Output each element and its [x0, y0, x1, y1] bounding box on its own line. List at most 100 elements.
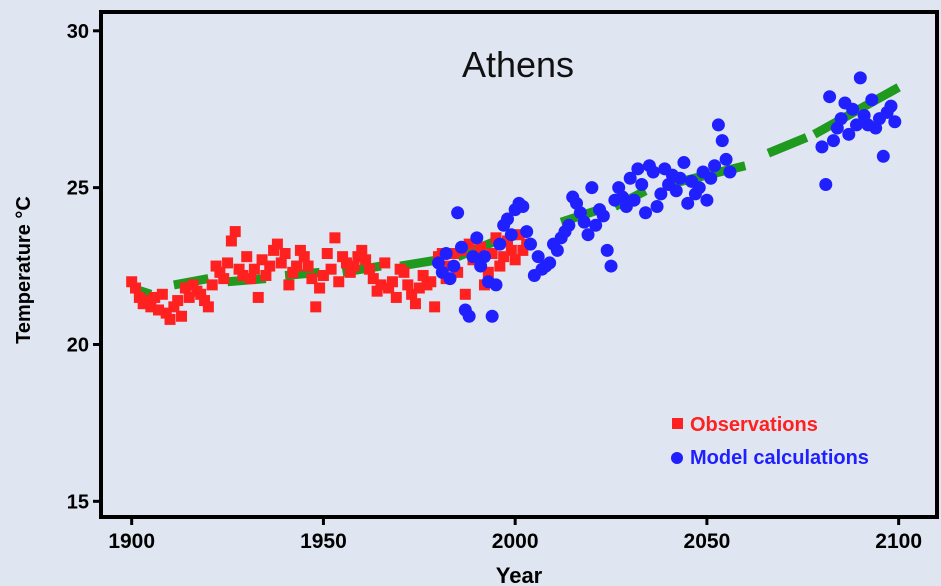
- legend-marker-model: [671, 452, 683, 464]
- observation-point: [279, 248, 291, 260]
- observation-point: [475, 241, 487, 253]
- observation-point: [260, 269, 272, 281]
- model-point: [673, 171, 687, 185]
- model-point: [581, 228, 595, 242]
- observation-point: [141, 295, 153, 307]
- observation-point: [344, 266, 356, 278]
- model-point: [493, 237, 507, 251]
- observation-point: [340, 257, 352, 269]
- observation-point: [172, 295, 184, 307]
- model-series: [431, 71, 902, 323]
- observation-point: [210, 260, 222, 272]
- model-point: [635, 178, 649, 192]
- observation-point: [486, 248, 498, 260]
- observation-point: [130, 282, 142, 294]
- x-axis-label: Year: [496, 563, 543, 586]
- trend-segment: [766, 133, 809, 158]
- observation-point: [398, 266, 410, 278]
- observation-point: [275, 257, 287, 269]
- observation-point: [413, 282, 425, 294]
- model-point: [462, 309, 476, 323]
- observation-point: [214, 266, 226, 278]
- model-point: [826, 134, 840, 148]
- model-point: [600, 243, 614, 257]
- x-tick-label: 1950: [300, 530, 347, 553]
- x-tick-label: 2100: [875, 530, 922, 553]
- observation-point: [268, 244, 280, 256]
- observation-point: [509, 254, 521, 266]
- model-point: [646, 165, 660, 179]
- observation-point: [375, 279, 387, 291]
- observation-point: [379, 257, 391, 269]
- y-axis: 15 20 25 30: [67, 21, 101, 513]
- model-point: [842, 127, 856, 141]
- observation-point: [325, 263, 337, 275]
- model-point: [543, 256, 557, 270]
- observation-point: [283, 279, 295, 291]
- model-point: [884, 99, 898, 113]
- legend-label-model: Model calculations: [690, 447, 869, 469]
- model-point: [443, 272, 457, 286]
- observation-point: [245, 273, 257, 285]
- observation-point: [517, 244, 529, 256]
- observation-point: [218, 273, 230, 285]
- model-point: [466, 250, 480, 264]
- model-point: [577, 215, 591, 229]
- observation-point: [168, 301, 180, 313]
- observation-point: [463, 238, 475, 250]
- model-point: [639, 206, 653, 220]
- observation-point: [314, 282, 326, 294]
- observation-point: [229, 226, 241, 238]
- observation-point: [294, 244, 306, 256]
- observation-point: [383, 282, 395, 294]
- observation-point: [302, 260, 314, 272]
- model-point: [719, 152, 733, 166]
- model-point: [834, 112, 848, 126]
- model-point: [715, 134, 729, 148]
- observation-point: [291, 260, 303, 272]
- observation-point: [153, 304, 165, 316]
- model-point: [888, 115, 902, 129]
- observation-point: [367, 273, 379, 285]
- model-point: [623, 171, 637, 185]
- observation-point: [363, 263, 375, 275]
- observation-point: [179, 282, 191, 294]
- observation-point: [452, 266, 464, 278]
- observation-point: [252, 291, 264, 303]
- y-tick-label: 25: [67, 178, 89, 200]
- observation-point: [187, 279, 199, 291]
- model-point: [849, 118, 863, 132]
- model-point: [485, 309, 499, 323]
- observation-point: [459, 288, 471, 300]
- legend-label-observations: Observations: [690, 414, 818, 436]
- observation-point: [409, 298, 421, 310]
- observation-point: [195, 288, 207, 300]
- observation-point: [494, 260, 506, 272]
- observation-point: [333, 276, 345, 288]
- model-point: [677, 156, 691, 170]
- model-point: [631, 162, 645, 176]
- observation-point: [386, 276, 398, 288]
- model-point: [477, 250, 491, 264]
- observation-point: [371, 285, 383, 297]
- observation-point: [160, 307, 172, 319]
- observation-point: [348, 260, 360, 272]
- chart-title: Athens: [462, 44, 574, 85]
- legend-marker-observations: [672, 418, 683, 429]
- x-tick-label: 1900: [108, 530, 155, 553]
- y-axis-label: Temperature °C: [13, 196, 35, 344]
- observation-point: [501, 235, 513, 247]
- model-point: [504, 228, 518, 242]
- observation-point: [149, 291, 161, 303]
- observation-point: [271, 238, 283, 250]
- observation-point: [176, 310, 188, 322]
- model-point: [604, 259, 618, 273]
- model-point: [708, 159, 722, 173]
- model-point: [823, 90, 837, 104]
- model-point: [654, 187, 668, 201]
- model-point: [524, 237, 538, 251]
- observation-point: [417, 269, 429, 281]
- model-point: [723, 165, 737, 179]
- observation-point: [183, 291, 195, 303]
